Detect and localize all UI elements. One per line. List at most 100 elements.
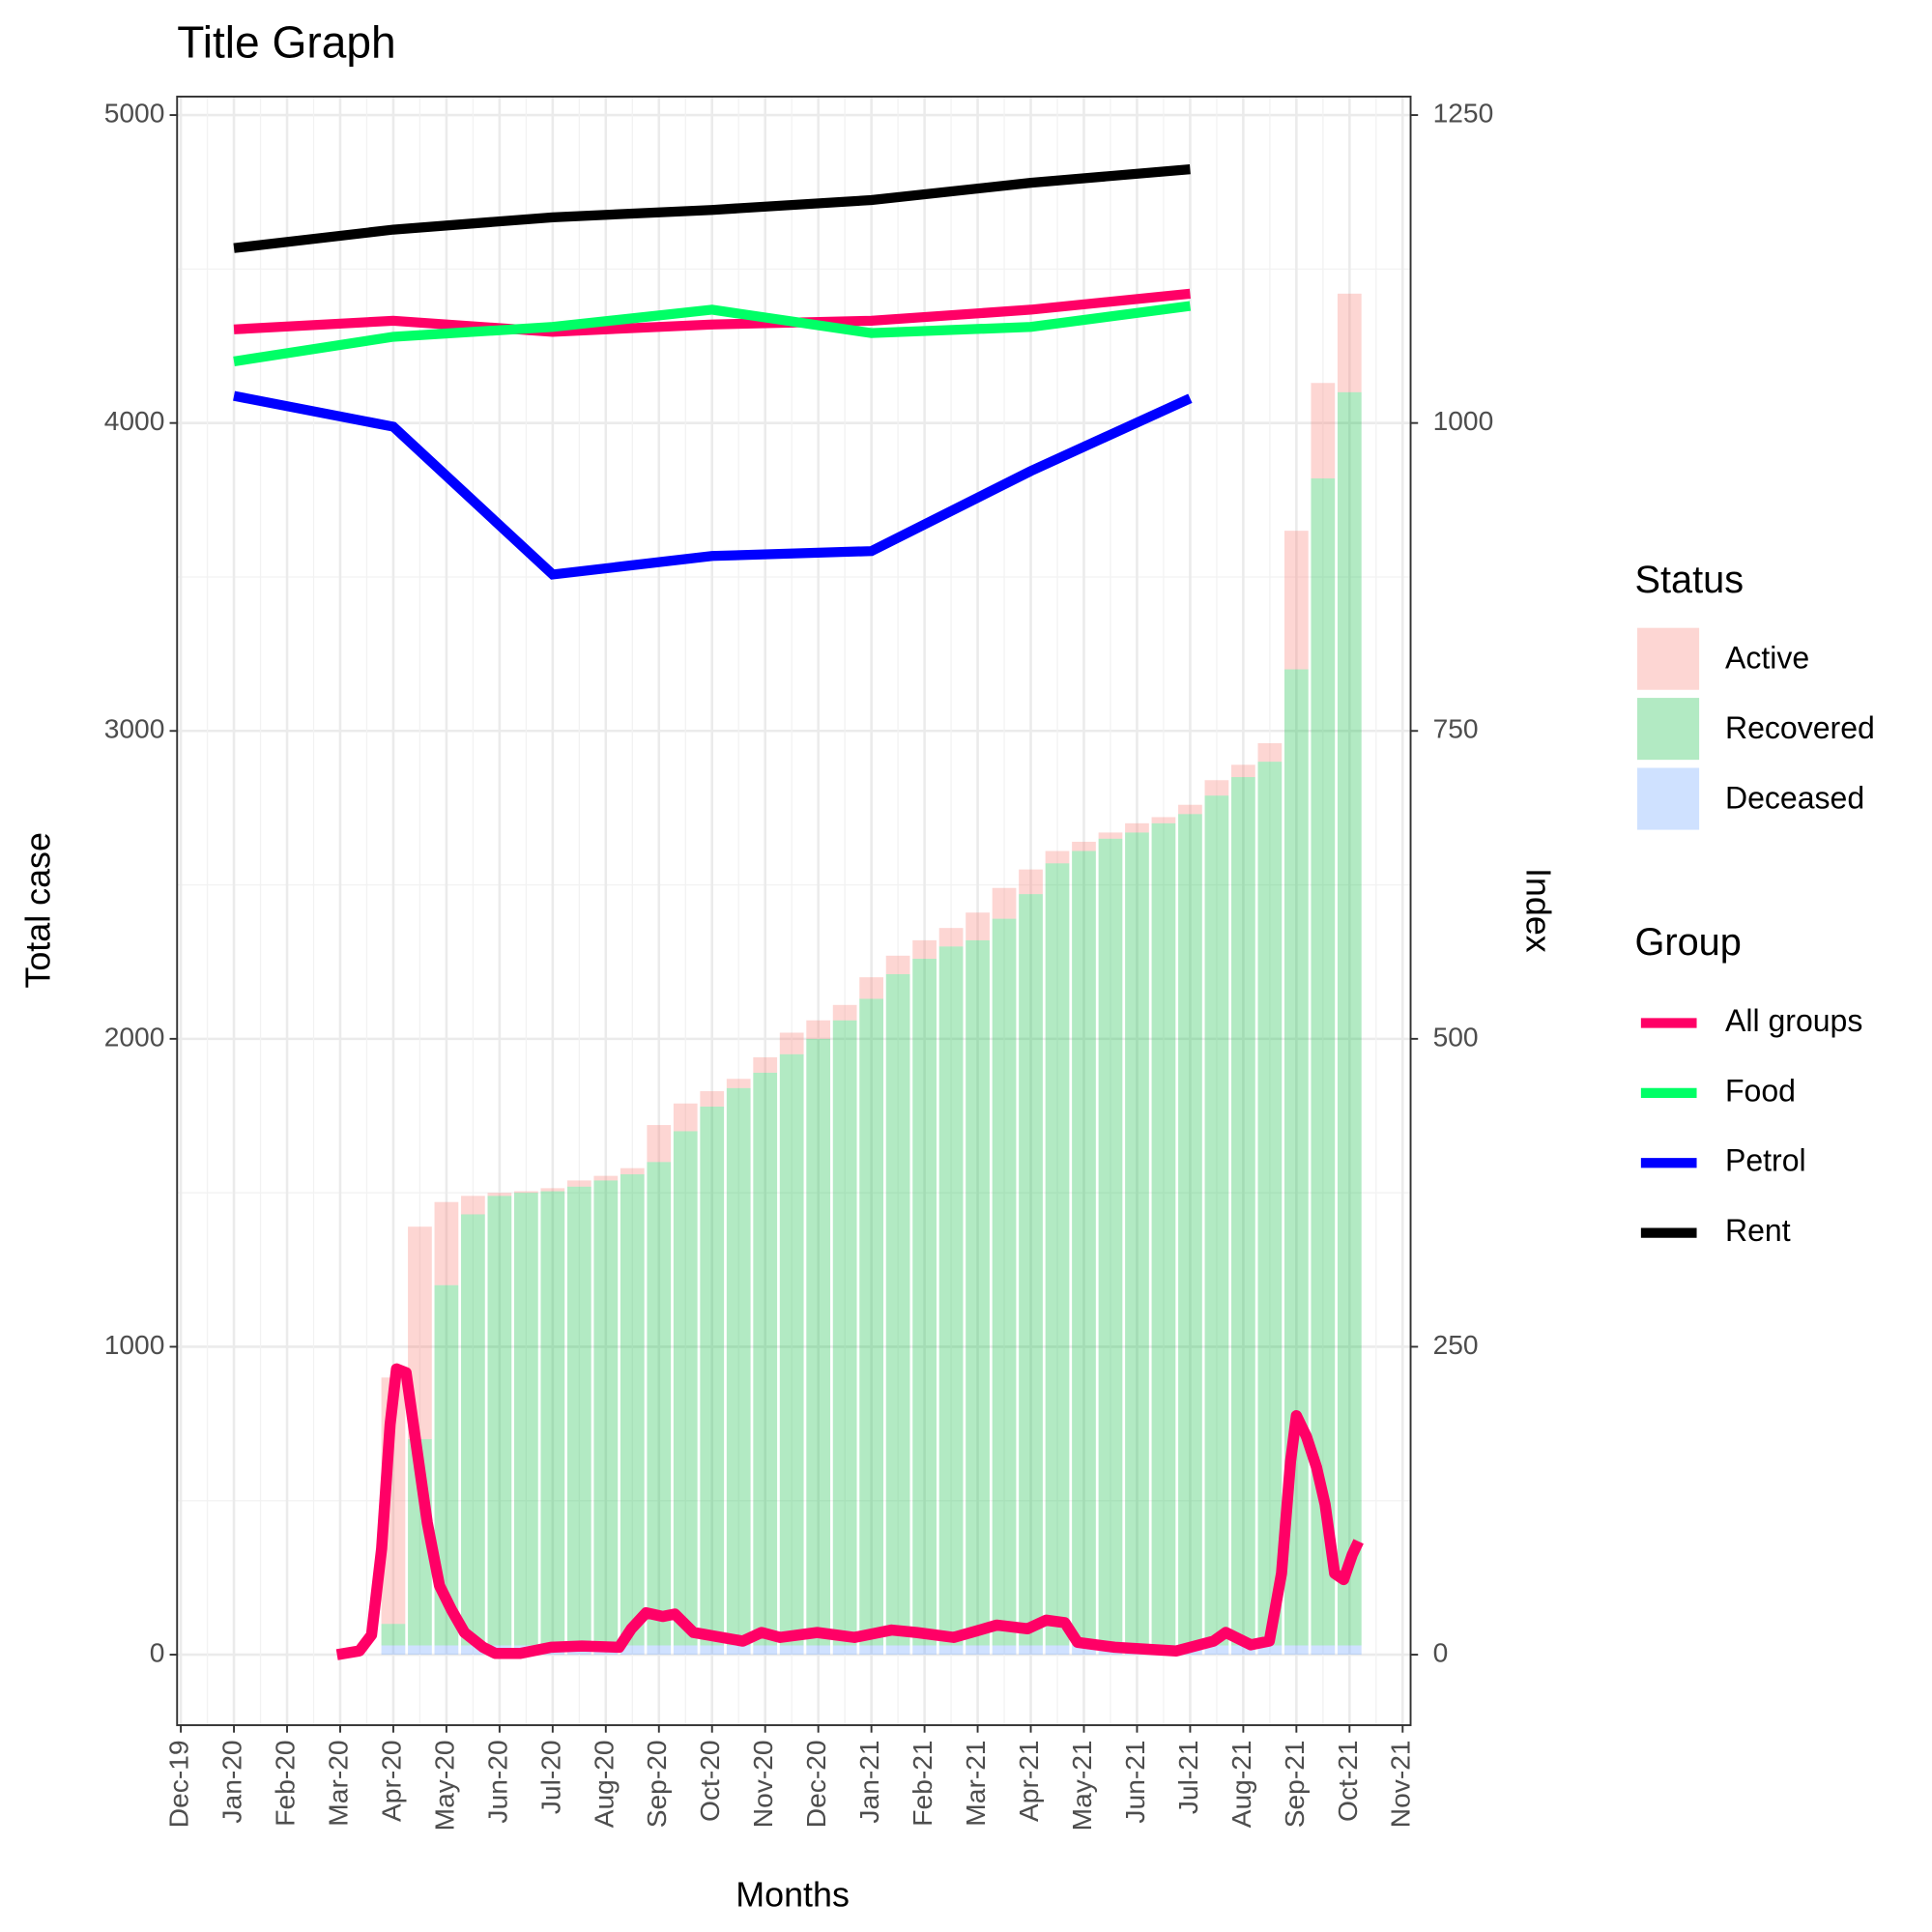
bar-segment: [938, 1645, 964, 1656]
bar-segment: [1337, 1645, 1362, 1656]
bar-segment: [885, 955, 910, 974]
y-tick-label: 4000: [104, 405, 165, 436]
bar-segment: [912, 939, 937, 960]
x-tick-label: Aug-20: [588, 1740, 619, 1828]
bar-segment: [992, 887, 1017, 919]
bar-segment: [1045, 1645, 1070, 1656]
bar-segment: [806, 1038, 831, 1646]
x-tick-label: Sep-20: [641, 1740, 672, 1828]
bar-segment: [859, 1645, 883, 1656]
bar-segment: [1045, 863, 1070, 1646]
x-tick-label: Jun-20: [481, 1740, 512, 1823]
bar-segment: [700, 1645, 725, 1656]
bar-segment: [726, 1079, 751, 1088]
bar-segment: [381, 1645, 406, 1656]
y-axis-title: Total case: [19, 832, 58, 988]
index-line: [233, 288, 1191, 337]
x-tick-label: Jul-21: [1172, 1740, 1203, 1814]
bar-segment: [593, 1175, 619, 1181]
legend-label: Food: [1725, 1073, 1796, 1108]
x-tick-label: Feb-21: [907, 1740, 937, 1826]
bar-segment: [1072, 851, 1096, 1646]
y-tick-label: 2000: [104, 1021, 165, 1052]
bar-segment: [461, 1645, 485, 1656]
x-tick-label: Oct-21: [1332, 1740, 1363, 1822]
bar-segment: [620, 1174, 645, 1646]
chart-title: Title Graph: [177, 17, 395, 68]
daily-line: [335, 1363, 1364, 1660]
legend-key: [1637, 698, 1700, 761]
bar-segment: [1257, 743, 1283, 763]
bar-segment: [647, 1645, 672, 1656]
x-tick-label: Mar-20: [322, 1740, 353, 1826]
bar-segment: [434, 1645, 459, 1656]
bar-segment: [381, 1624, 406, 1646]
bar-segment: [753, 1056, 778, 1073]
bar-segment: [1337, 391, 1362, 1646]
legend-key: [1637, 767, 1700, 830]
bar-segment: [1072, 1645, 1096, 1656]
y2-tick-label: 750: [1433, 713, 1479, 744]
y2-axis-title: Index: [1518, 868, 1557, 953]
bar-segment: [673, 1131, 698, 1646]
legend-label: Petrol: [1725, 1143, 1806, 1178]
panel-border: [176, 95, 1412, 1726]
bar-segment: [832, 1645, 857, 1656]
bar-segment: [912, 959, 937, 1646]
legend-title: Status: [1634, 559, 1744, 601]
bar-segment: [1019, 1645, 1043, 1656]
x-tick-label: Jun-21: [1119, 1740, 1150, 1823]
x-tick-label: Dec-19: [163, 1740, 194, 1828]
x-tick-label: Nov-20: [747, 1740, 778, 1828]
bar-segment: [1231, 1645, 1255, 1656]
bar-segment: [859, 977, 883, 999]
bar-segment: [1045, 851, 1070, 864]
bar-segment: [966, 939, 990, 1646]
x-axis-title: Months: [735, 1876, 850, 1915]
x-tick-label: Jul-20: [534, 1740, 565, 1814]
legend-label: Deceased: [1725, 780, 1864, 815]
bar-segment: [992, 918, 1017, 1646]
bar-segment: [1204, 795, 1229, 1646]
x-tick-label: Oct-20: [694, 1740, 725, 1822]
bar-segment: [779, 1645, 804, 1656]
bar-segment: [726, 1087, 751, 1646]
bar-segment: [461, 1196, 485, 1215]
y2-tick-label: 1250: [1433, 98, 1494, 129]
bar-segment: [753, 1645, 778, 1656]
legend-title: Group: [1634, 921, 1741, 964]
bar-segment: [461, 1214, 485, 1646]
bar-segment: [859, 998, 883, 1646]
x-tick-label: Jan-20: [216, 1740, 247, 1823]
bar-segment: [513, 1193, 538, 1646]
x-tick-label: Dec-20: [800, 1740, 831, 1828]
y2-tick-label: 0: [1433, 1636, 1449, 1667]
bar-segment: [513, 1191, 538, 1194]
bar-segment: [1231, 777, 1255, 1646]
bar-segment: [1125, 832, 1149, 1646]
x-tick-label: May-21: [1066, 1740, 1097, 1831]
bar-segment: [885, 973, 910, 1646]
bar-segment: [806, 1645, 831, 1656]
x-tick-label: Aug-21: [1226, 1740, 1256, 1828]
bar-segment: [1072, 841, 1096, 851]
bar-segment: [1231, 764, 1255, 778]
bar-segment: [726, 1645, 751, 1656]
bar-segment: [1125, 822, 1149, 833]
bar-segment: [620, 1168, 645, 1175]
bar-segment: [779, 1032, 804, 1054]
legend-label: Recovered: [1725, 710, 1875, 745]
bar-segment: [566, 1180, 591, 1187]
bar-segment: [487, 1193, 512, 1197]
bar-segment: [966, 1645, 990, 1656]
bar-segment: [593, 1180, 619, 1646]
bar-segment: [1019, 894, 1043, 1646]
index-line: [233, 164, 1191, 253]
bar-segment: [700, 1106, 725, 1646]
y-tick-label: 5000: [104, 98, 165, 129]
x-tick-label: Apr-20: [375, 1740, 406, 1822]
bar-segment: [1151, 817, 1176, 823]
bar-segment: [992, 1645, 1017, 1656]
bar-segment: [673, 1103, 698, 1132]
